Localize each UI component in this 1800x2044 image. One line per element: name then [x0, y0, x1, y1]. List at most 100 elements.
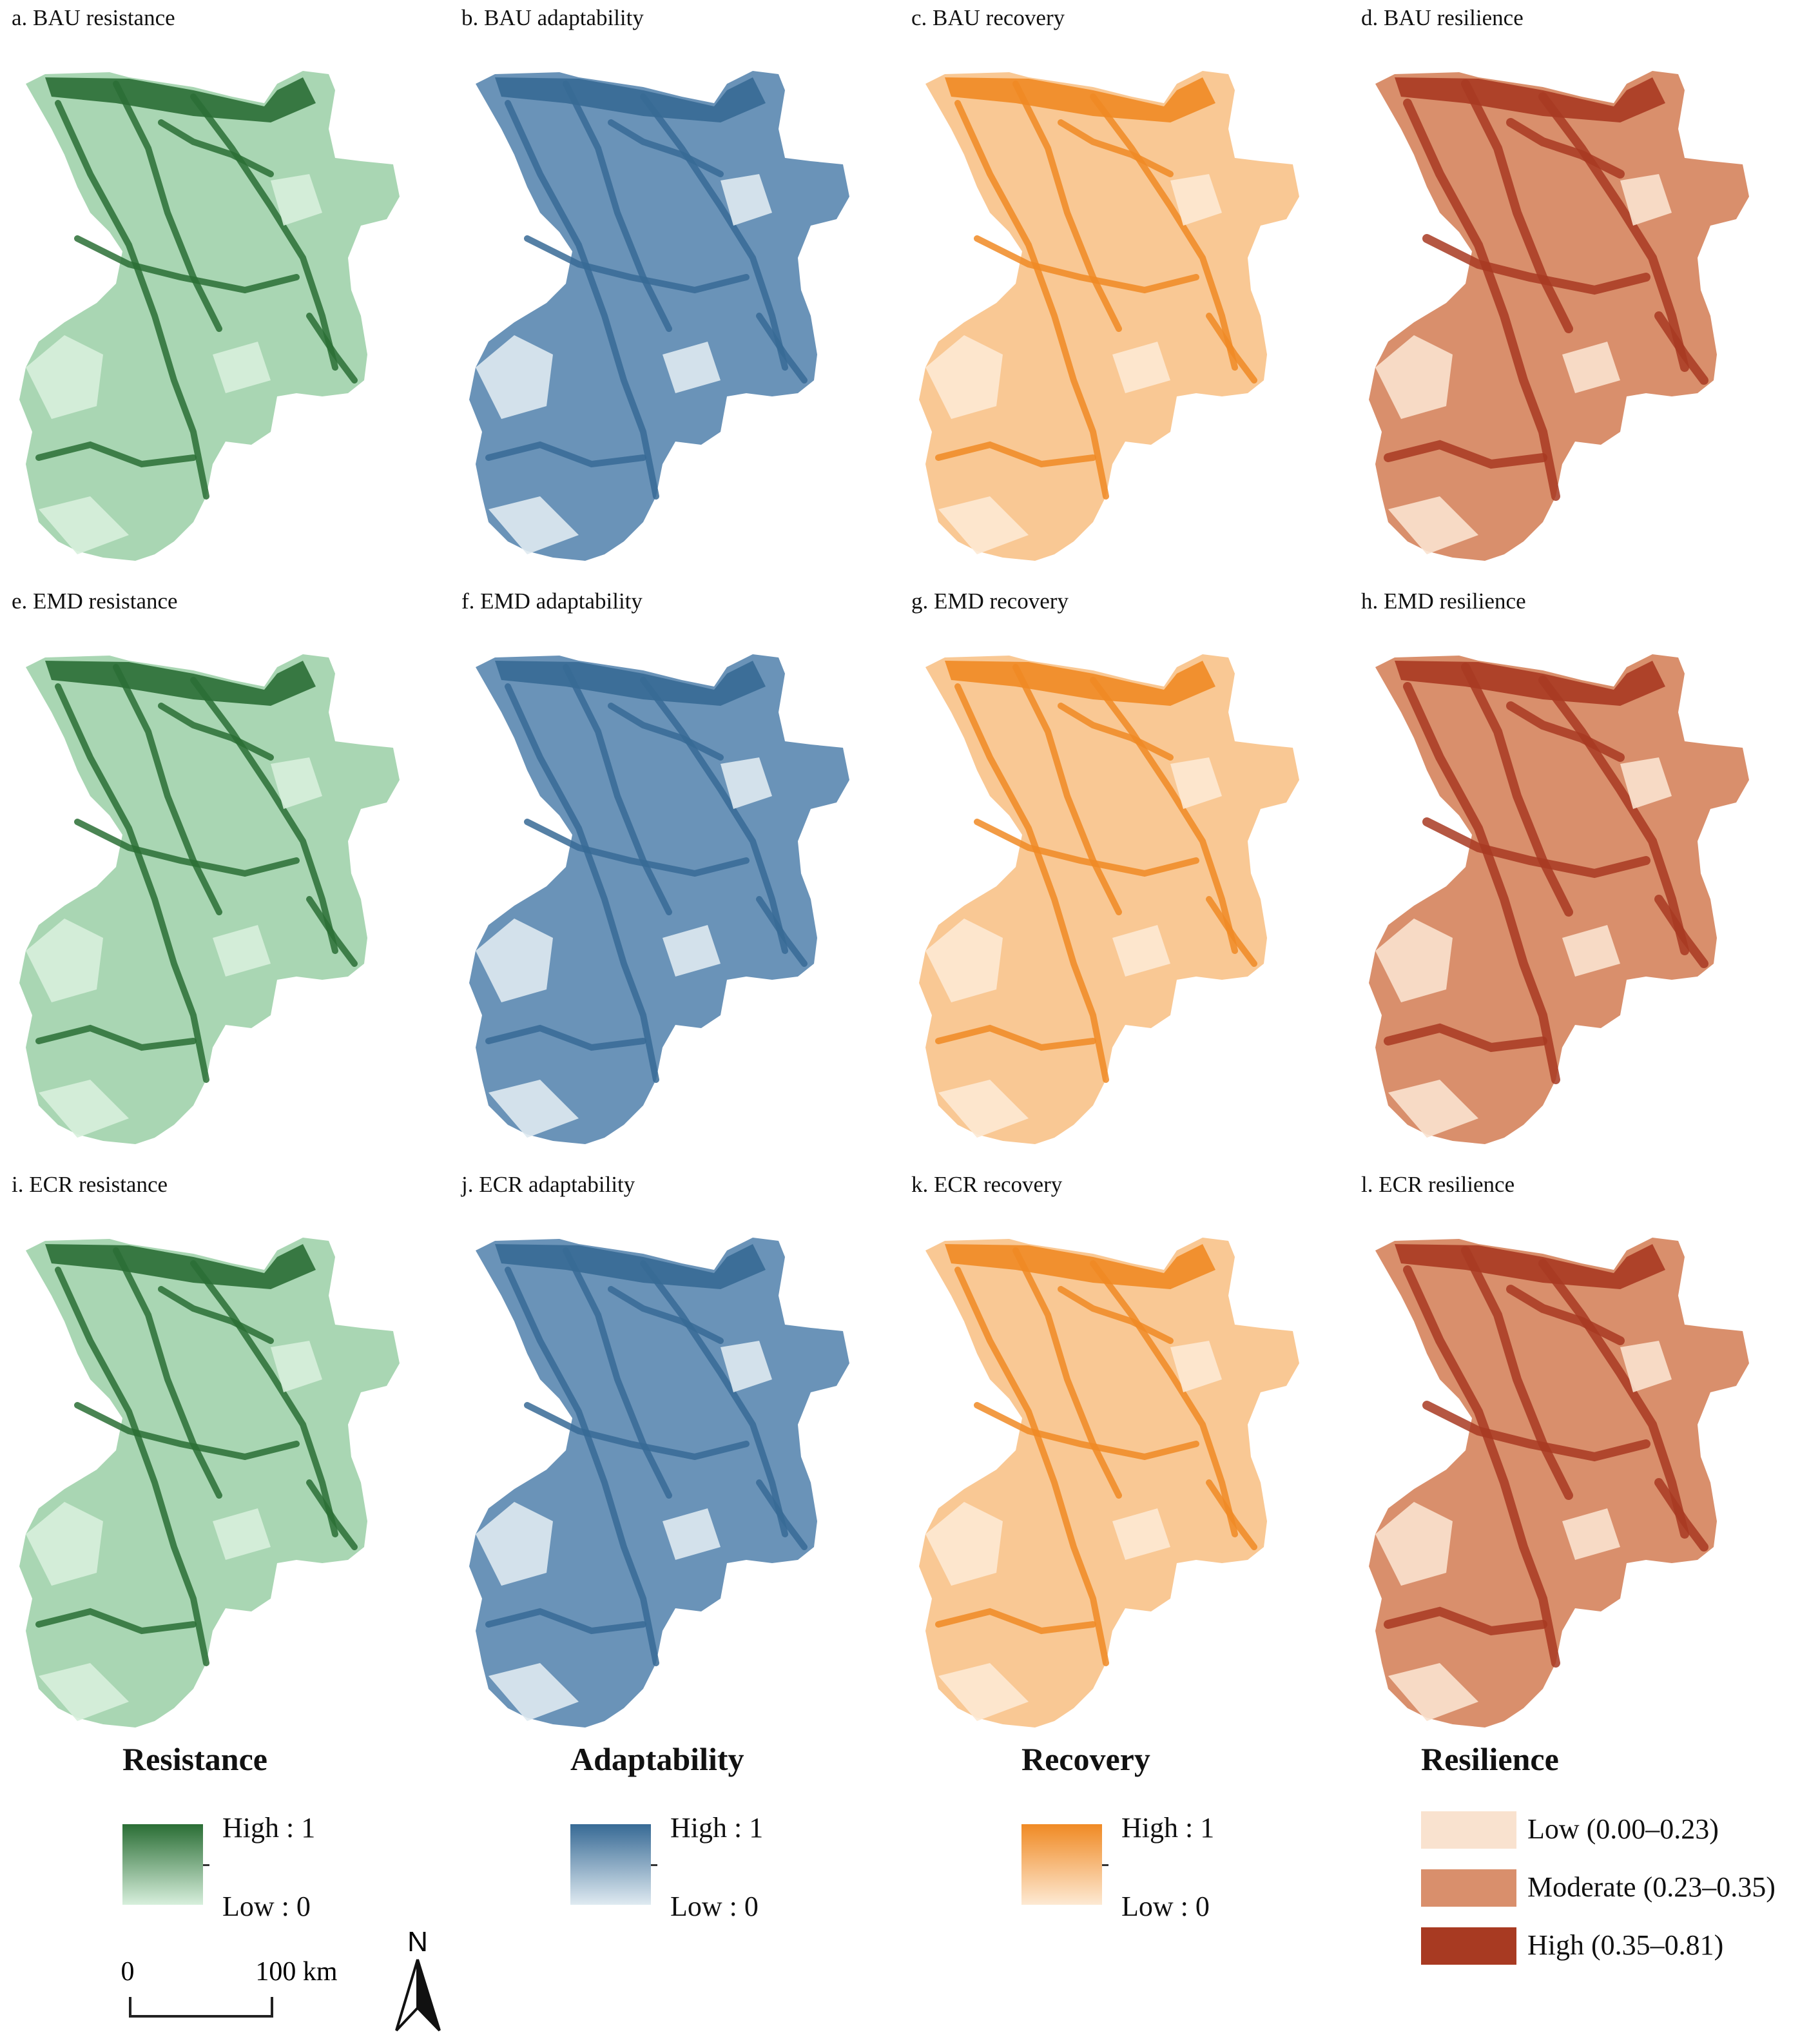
- light-patch: [1375, 335, 1453, 419]
- river-line: [306, 1479, 358, 1550]
- legend-tick: [203, 1864, 209, 1866]
- panel-title: i. ECR resistance: [12, 1172, 168, 1197]
- panel-l: l. ECR resilience: [1350, 1167, 1799, 1750]
- map-bau-recovery: [919, 71, 1299, 561]
- river-line: [1206, 313, 1257, 384]
- light-patch: [1620, 174, 1672, 226]
- legend-ramp: [1021, 1824, 1102, 1905]
- map-emd-recovery: [919, 654, 1299, 1144]
- river-line: [485, 441, 646, 468]
- high-band: [945, 661, 1215, 706]
- light-patch: [925, 919, 1003, 1002]
- light-patch: [925, 335, 1003, 419]
- river-line: [640, 93, 788, 371]
- river-line: [524, 1402, 750, 1461]
- river-line: [113, 1247, 222, 1499]
- legend-swatch-moderate: [1421, 1869, 1516, 1907]
- river-line: [306, 313, 358, 384]
- map-emd-resilience: [1369, 654, 1749, 1144]
- river-line: [1090, 1260, 1238, 1537]
- panel-title: d. BAU resilience: [1361, 5, 1524, 30]
- legend-low-label: Low : 0: [670, 1891, 759, 1922]
- high-band: [495, 77, 766, 122]
- light-patch: [663, 342, 721, 393]
- legend-low-label: Low : 0: [222, 1891, 311, 1922]
- light-patch: [1620, 757, 1672, 809]
- light-patch: [213, 925, 271, 977]
- river-line: [158, 119, 274, 177]
- river-line: [1058, 1286, 1174, 1344]
- panel-d: d. BAU resilience: [1350, 0, 1799, 583]
- river-line: [1012, 664, 1122, 915]
- light-patch: [271, 1341, 322, 1392]
- light-patch: [476, 919, 553, 1002]
- legend-tick: [1102, 1864, 1108, 1866]
- river-line: [935, 1608, 1096, 1635]
- river-line: [113, 664, 222, 915]
- river-line: [485, 1608, 646, 1635]
- light-patch: [925, 1502, 1003, 1586]
- river-line: [35, 441, 197, 468]
- panel-title: g. EMD recovery: [911, 589, 1069, 614]
- light-patch: [476, 1502, 553, 1586]
- light-patch: [39, 496, 129, 554]
- legend-swatch-high: [1421, 1927, 1516, 1965]
- high-band: [945, 77, 1215, 122]
- panel-h: h. EMD resilience: [1350, 583, 1799, 1167]
- legend-ramp: [570, 1824, 651, 1905]
- river-line: [74, 1402, 300, 1461]
- panel-title: j. ECR adaptability: [461, 1172, 635, 1197]
- river-line: [1090, 677, 1238, 954]
- river-line: [55, 100, 209, 500]
- legend-high-label: High : 1: [1121, 1812, 1215, 1844]
- panel-title: h. EMD resilience: [1361, 589, 1526, 614]
- river-line: [113, 81, 222, 332]
- river-line: [640, 677, 788, 954]
- panel-a: a. BAU resistance: [0, 0, 450, 583]
- scale-start-label: 0: [121, 1957, 135, 1987]
- legend-class-low: Low (0.00–0.23): [1527, 1813, 1719, 1845]
- river-line: [1461, 79, 1573, 333]
- river-line: [974, 1402, 1199, 1461]
- river-line: [1403, 682, 1560, 1084]
- river-line: [1461, 663, 1573, 917]
- river-line: [1538, 92, 1689, 372]
- river-line: [954, 683, 1109, 1083]
- panel-title: a. BAU resistance: [12, 5, 175, 30]
- light-patch: [489, 1080, 579, 1138]
- map-emd-adaptability: [469, 654, 849, 1144]
- light-patch: [26, 335, 103, 419]
- river-line: [1538, 676, 1689, 955]
- map-ecr-resilience: [1369, 1238, 1749, 1728]
- river-line: [1506, 118, 1625, 179]
- light-patch: [26, 1502, 103, 1586]
- light-patch: [1388, 1663, 1478, 1721]
- river-line: [608, 1286, 724, 1344]
- legend-high-label: High : 1: [222, 1812, 316, 1844]
- light-patch: [1170, 174, 1222, 226]
- panel-g: g. EMD recovery: [900, 583, 1350, 1167]
- river-line: [1206, 896, 1257, 967]
- river-line: [190, 1260, 338, 1537]
- river-line: [1403, 99, 1560, 501]
- legend-tick: [651, 1864, 657, 1866]
- north-arrow-icon: N: [395, 1926, 441, 2032]
- light-patch: [39, 1663, 129, 1721]
- legend-low-label: Low : 0: [1121, 1891, 1210, 1922]
- light-patch: [476, 335, 553, 419]
- light-patch: [489, 1663, 579, 1721]
- river-line: [756, 1479, 808, 1550]
- light-patch: [1112, 925, 1170, 977]
- high-band: [495, 1244, 766, 1289]
- river-line: [935, 1024, 1096, 1051]
- light-patch: [938, 1663, 1029, 1721]
- high-band: [1395, 1244, 1665, 1289]
- high-band: [495, 661, 766, 706]
- light-patch: [213, 1508, 271, 1560]
- light-patch: [663, 1508, 721, 1560]
- panel-f: f. EMD adaptability: [450, 583, 900, 1167]
- light-patch: [1388, 1080, 1478, 1138]
- river-line: [563, 81, 672, 332]
- river-line: [505, 100, 659, 500]
- river-line: [55, 683, 209, 1083]
